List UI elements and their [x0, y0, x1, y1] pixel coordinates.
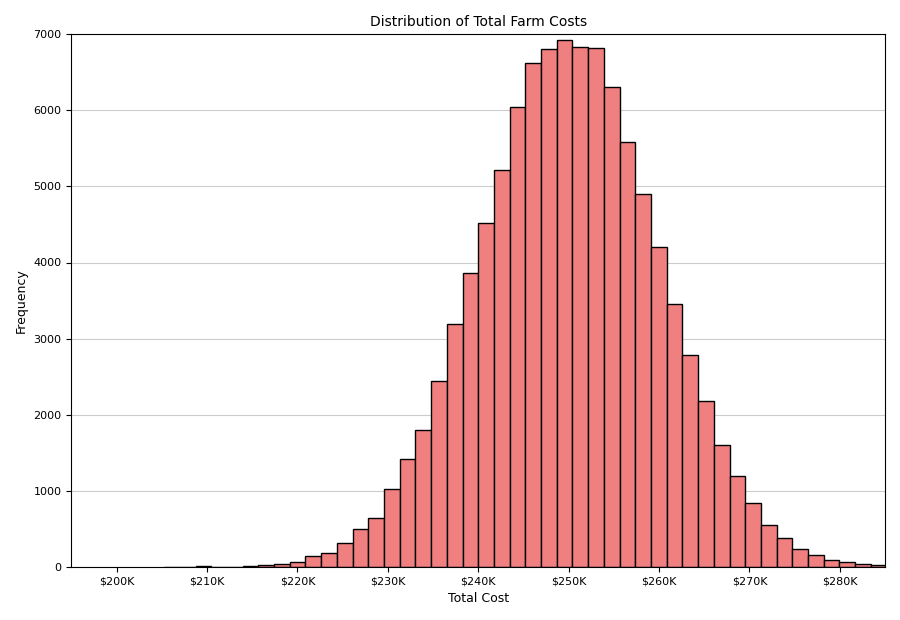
Bar	[635, 194, 651, 567]
Bar	[305, 556, 321, 567]
Bar	[840, 562, 855, 567]
Bar	[619, 142, 635, 567]
Bar	[604, 87, 619, 567]
Bar	[667, 304, 682, 567]
Bar	[761, 525, 777, 567]
Bar	[526, 63, 541, 567]
Bar	[541, 48, 557, 567]
Bar	[384, 489, 400, 567]
Bar	[714, 445, 730, 567]
Bar	[400, 459, 416, 567]
Title: Distribution of Total Farm Costs: Distribution of Total Farm Costs	[370, 15, 587, 29]
Bar	[682, 355, 698, 567]
Bar	[290, 562, 305, 567]
Bar	[792, 549, 808, 567]
Bar	[808, 556, 824, 567]
Bar	[509, 107, 526, 567]
Bar	[463, 273, 478, 567]
Bar	[243, 566, 258, 567]
Bar	[258, 565, 274, 567]
Bar	[478, 223, 494, 567]
Bar	[446, 324, 463, 567]
X-axis label: Total Cost: Total Cost	[447, 592, 508, 605]
Bar	[337, 543, 353, 567]
Bar	[745, 503, 761, 567]
Bar	[572, 47, 589, 567]
Bar	[855, 564, 871, 567]
Bar	[589, 48, 604, 567]
Bar	[431, 381, 446, 567]
Bar	[698, 401, 714, 567]
Bar	[651, 247, 667, 567]
Bar	[730, 476, 745, 567]
Y-axis label: Frequency: Frequency	[15, 268, 28, 333]
Bar	[494, 170, 509, 567]
Bar	[368, 518, 384, 567]
Bar	[777, 538, 792, 567]
Bar	[321, 552, 337, 567]
Bar	[871, 565, 886, 567]
Bar	[274, 564, 290, 567]
Bar	[824, 560, 840, 567]
Bar	[416, 430, 431, 567]
Bar	[353, 529, 368, 567]
Bar	[557, 40, 572, 567]
